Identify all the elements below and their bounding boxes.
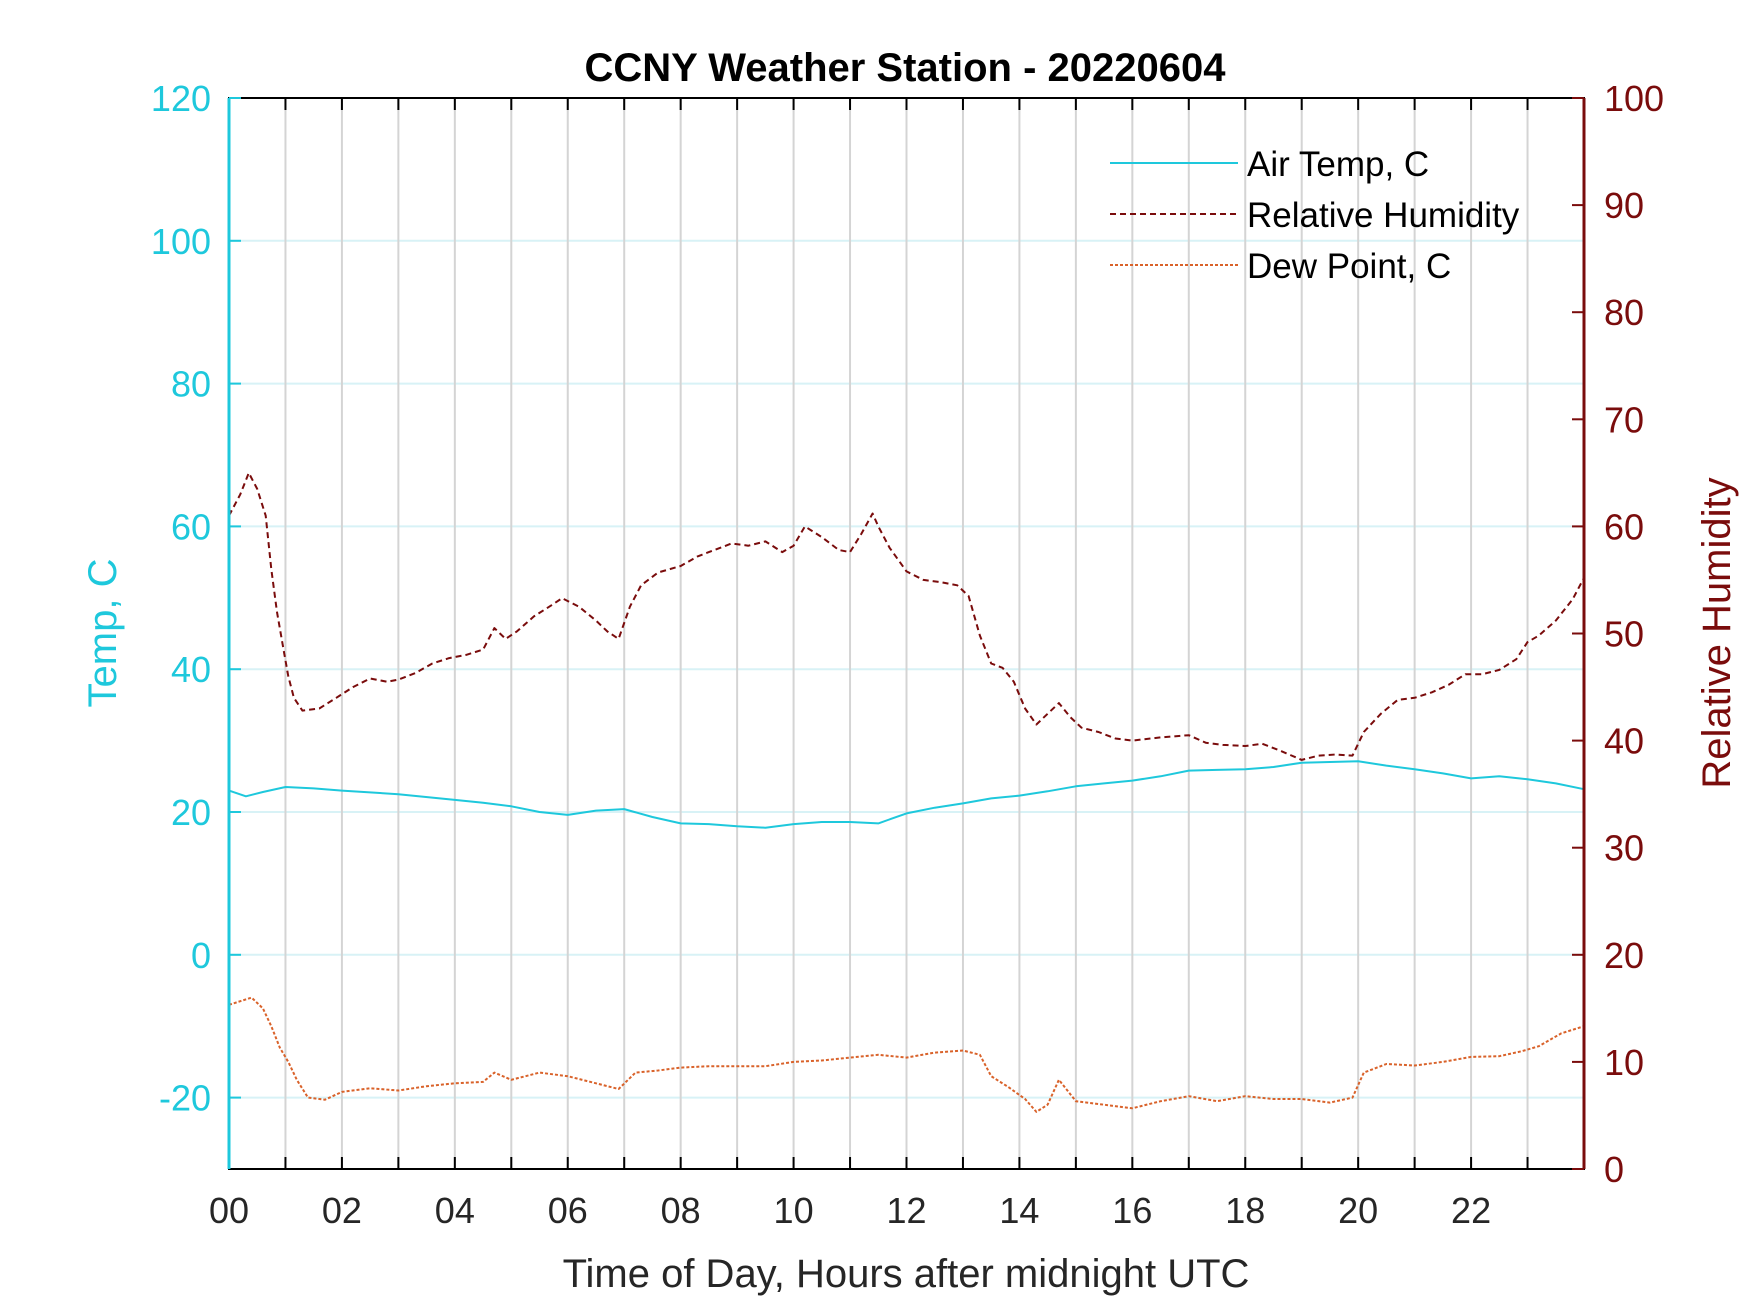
x-tick-label: 16: [1112, 1190, 1152, 1231]
y-left-tick-label: 0: [191, 935, 211, 976]
chart-title: CCNY Weather Station - 20220604: [585, 46, 1227, 90]
y-left-tick-label: 20: [171, 792, 211, 833]
y-axis-label-right: Relative Humidity: [1695, 477, 1739, 788]
x-axis-label: Time of Day, Hours after midnight UTC: [563, 1252, 1250, 1296]
y-right-tick-label: 0: [1604, 1149, 1624, 1190]
x-tick-label: 10: [774, 1190, 814, 1231]
y-right-tick-label: 10: [1604, 1042, 1644, 1083]
y-axis-label-left: Temp, C: [81, 559, 125, 708]
x-tick-label: 20: [1338, 1190, 1378, 1231]
y-right-tick-label: 30: [1604, 828, 1644, 869]
air-temp-line: [228, 760, 1585, 829]
y-right-tick-label: 70: [1604, 399, 1644, 440]
x-tick-label: 04: [435, 1190, 475, 1231]
y-left-tick-label: 100: [151, 221, 211, 262]
y-right-tick-label: 100: [1604, 78, 1664, 119]
x-tick-label: 22: [1451, 1190, 1491, 1231]
y-right-tick-label: 20: [1604, 935, 1644, 976]
y-right-tick-label: 80: [1604, 292, 1644, 333]
y-right-tick-label: 60: [1604, 506, 1644, 547]
x-tick-label: 06: [548, 1190, 588, 1231]
y-left-tick-label: 40: [171, 649, 211, 690]
dew-point-line: [228, 996, 1585, 1113]
legend: Air Temp, C Relative Humidity Dew Point, C: [1110, 145, 1520, 286]
legend-label: Air Temp, C: [1247, 145, 1429, 184]
y-left-tick-label: -20: [159, 1078, 211, 1119]
y-right-tick-label: 40: [1604, 721, 1644, 762]
x-tick-label: 14: [999, 1190, 1039, 1231]
x-tick-label: 18: [1225, 1190, 1265, 1231]
series-layer: [228, 471, 1585, 1113]
legend-label: Dew Point, C: [1247, 247, 1451, 286]
y-right-tick-label: 90: [1604, 185, 1644, 226]
y-right-tick-label: 50: [1604, 614, 1644, 655]
x-tick-label: 00: [209, 1190, 249, 1231]
x-tick-label: 08: [661, 1190, 701, 1231]
x-tick-label: 12: [886, 1190, 926, 1231]
relative-humidity-line: [228, 471, 1585, 761]
legend-label: Relative Humidity: [1247, 196, 1520, 235]
axis-ticks: 00 02 04 06 08 10 12 14 16 18 20 22-200204060801001…: [151, 78, 1664, 1231]
grid-lines: [229, 98, 1584, 1169]
y-left-tick-label: 120: [151, 78, 211, 119]
y-left-tick-label: 80: [171, 364, 211, 405]
x-tick-label: 02: [322, 1190, 362, 1231]
y-left-tick-label: 60: [171, 506, 211, 547]
